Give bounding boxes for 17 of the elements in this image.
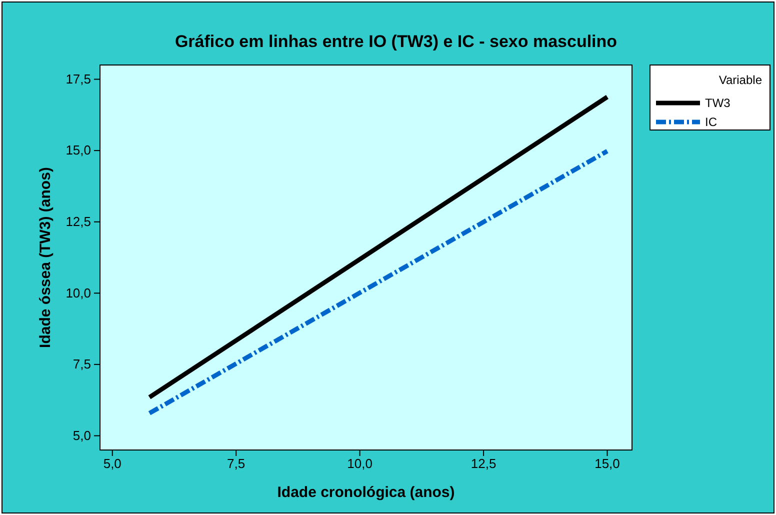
y-tick-label: 10,0 (66, 285, 91, 300)
x-tick-label: 15,0 (594, 456, 620, 472)
x-axis-title: Idade cronológica (anos) (277, 484, 455, 501)
legend-label: IC (705, 115, 718, 129)
legend-title: Variable (718, 73, 762, 87)
y-tick-label: 15,0 (66, 142, 91, 158)
y-tick-label: 12,5 (66, 214, 91, 230)
legend-label: TW3 (705, 96, 731, 110)
y-tick-label: 17,5 (66, 71, 91, 86)
y-tick-label: 5,0 (72, 428, 91, 443)
y-tick-label: 7,5 (72, 356, 91, 372)
x-tick-label: 12,5 (470, 456, 496, 472)
x-tick-label: 10,0 (347, 456, 372, 472)
chart-title: Gráfico em linhas entre IO (TW3) e IC - sexo masculino (174, 32, 618, 51)
x-tick-label: 7,5 (227, 456, 246, 472)
x-tick-label: 5,0 (103, 456, 122, 472)
y-axis-title: Idade óssea (TW3) (anos) (37, 167, 54, 348)
